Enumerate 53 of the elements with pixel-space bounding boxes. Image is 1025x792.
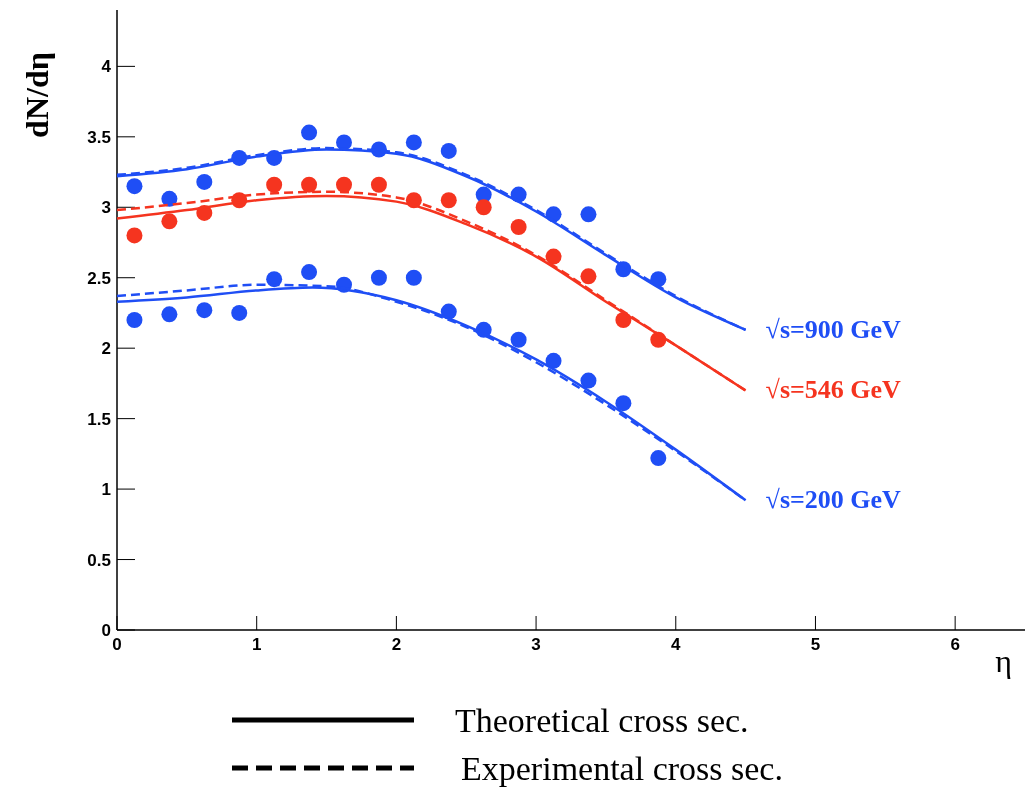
point	[405, 134, 422, 151]
point	[266, 271, 283, 288]
point	[405, 269, 422, 286]
x-tick-label: 6	[950, 635, 960, 654]
y-tick-label: 4	[101, 57, 112, 77]
y-tick-label: 2.5	[87, 268, 111, 288]
text: Experimental cross sec.	[461, 750, 783, 787]
x-tick-label: 3	[531, 635, 541, 654]
point	[440, 192, 457, 209]
point	[580, 206, 597, 223]
point	[301, 124, 318, 141]
y-tick-label: 2	[101, 339, 111, 359]
point	[126, 178, 143, 195]
text: √s=200 GeV	[765, 485, 902, 515]
point	[161, 213, 178, 230]
point	[370, 176, 387, 193]
y-axis-title: dN/dη	[19, 52, 55, 138]
point	[126, 227, 143, 244]
x-tick-label: 5	[810, 635, 821, 654]
x-tick-label: 2	[391, 635, 402, 654]
point	[580, 372, 597, 389]
y-tick-label: 0	[101, 621, 111, 640]
point	[510, 331, 527, 348]
point	[650, 450, 667, 467]
point	[370, 269, 387, 286]
point	[161, 306, 178, 323]
point	[475, 199, 492, 216]
point	[266, 176, 283, 193]
y-tick-label: 1	[101, 480, 111, 500]
point	[510, 219, 527, 235]
x-tick-label: 1	[251, 635, 262, 654]
point	[161, 190, 178, 207]
y-tick-label: 3	[101, 198, 111, 218]
point	[301, 264, 318, 281]
y-tick-label: 0.5	[87, 550, 111, 570]
text: √s=900 GeV	[765, 314, 902, 344]
point	[336, 176, 352, 193]
point	[580, 268, 597, 285]
text: √s=546 GeV	[765, 375, 902, 405]
point	[545, 248, 562, 265]
x-tick-label: 4	[671, 635, 682, 654]
point	[301, 176, 318, 193]
y-tick-label: 1.5	[87, 409, 111, 429]
point	[196, 173, 213, 190]
point	[545, 352, 562, 369]
x-axis-title: η	[995, 643, 1012, 679]
point	[126, 312, 143, 328]
point	[615, 395, 632, 412]
point	[231, 304, 248, 321]
point	[440, 142, 457, 159]
y-tick-label: 3.5	[87, 127, 111, 147]
point	[196, 302, 213, 319]
text: Theoretical cross sec.	[455, 702, 749, 739]
